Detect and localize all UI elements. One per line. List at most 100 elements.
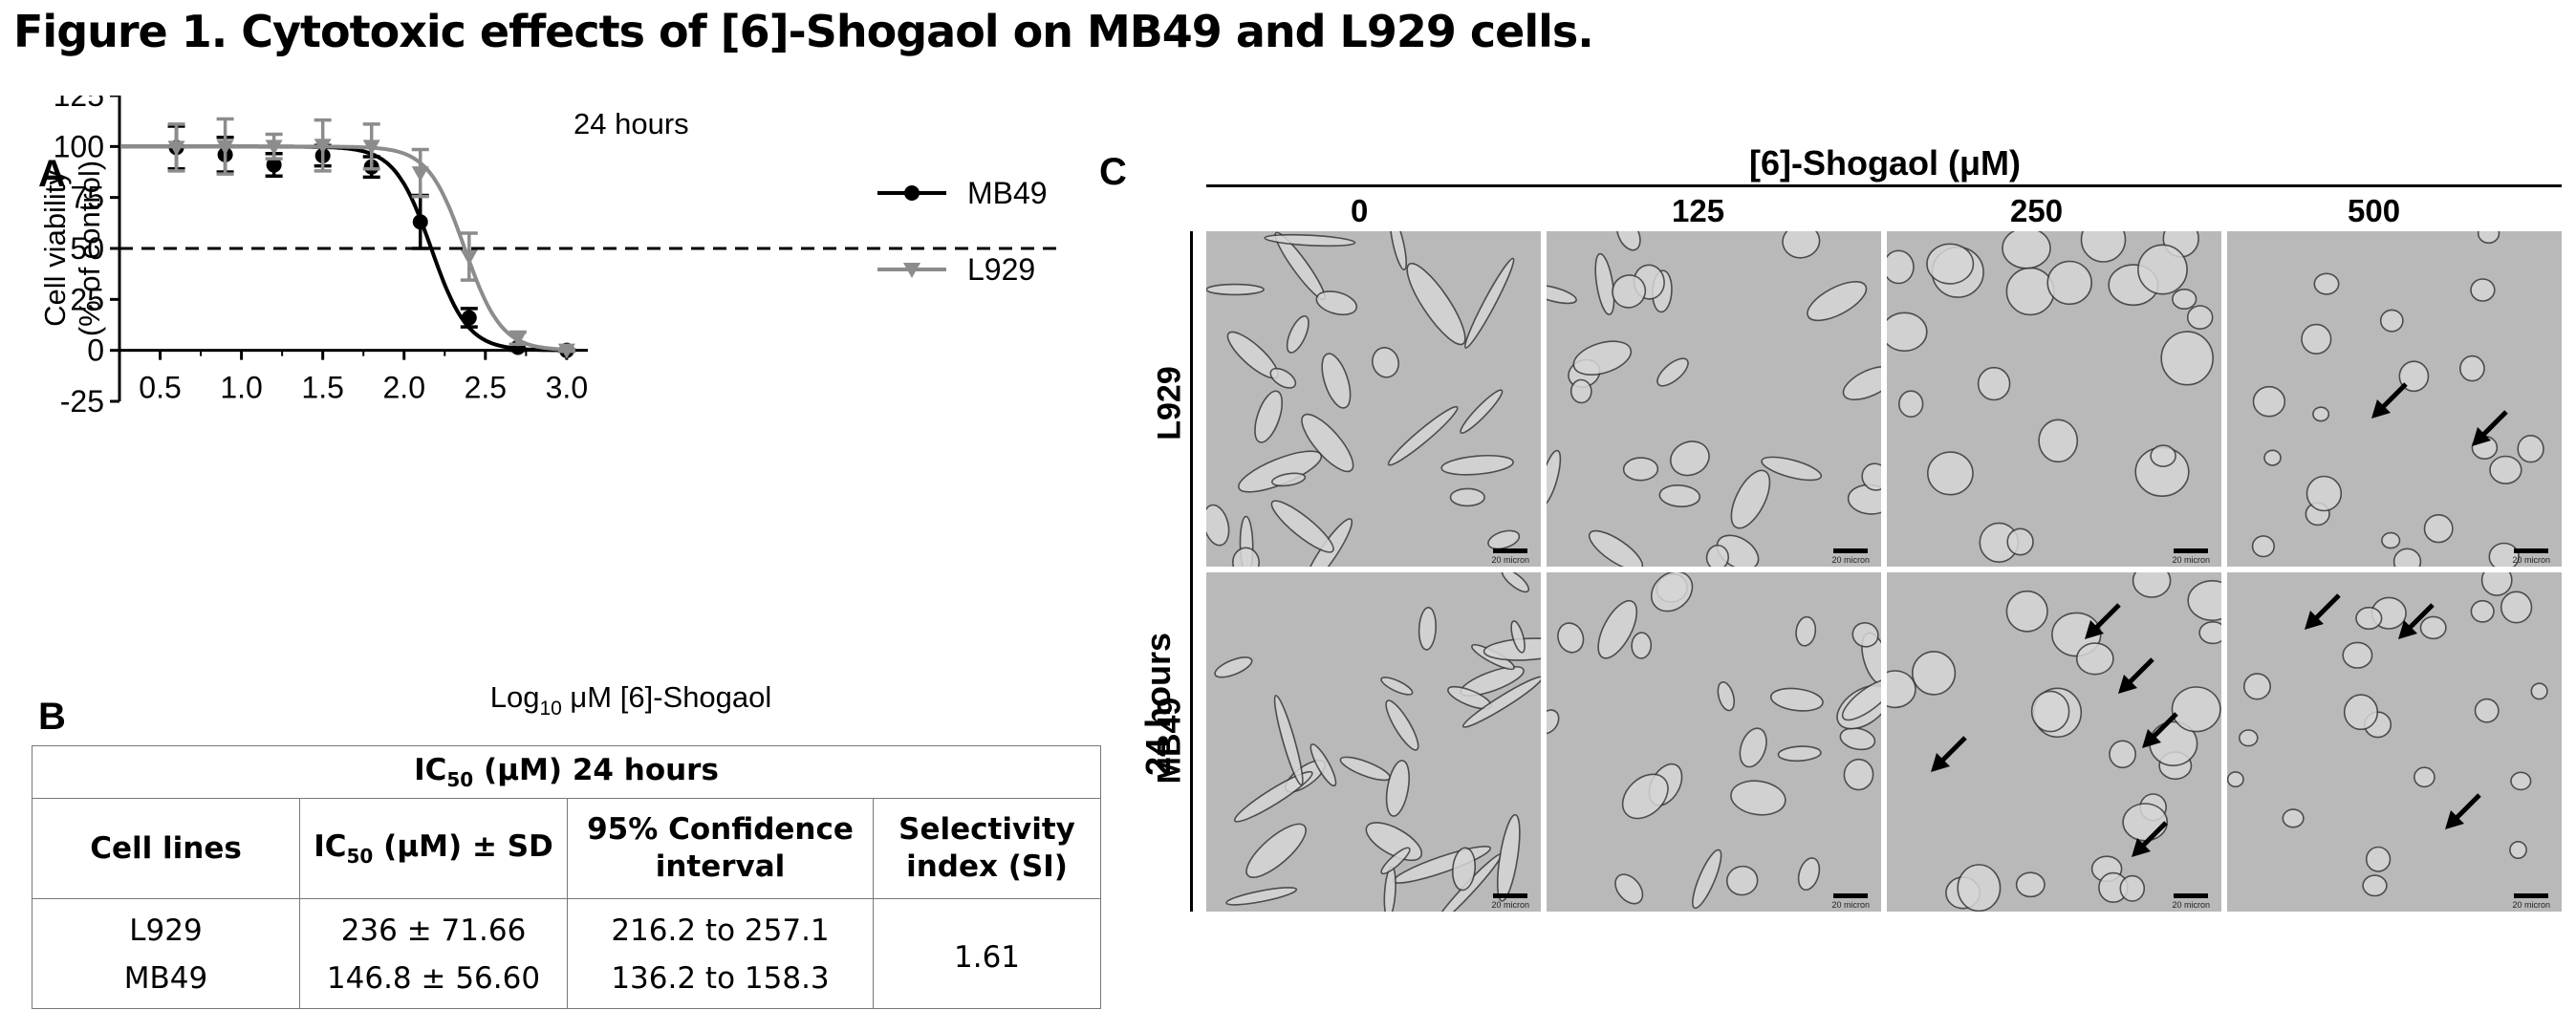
arrow-icon: [2445, 793, 2481, 830]
y-tick-label: 25: [70, 282, 104, 316]
selectivity-index-value: 1.61: [872, 898, 1102, 1009]
micrograph-cells: [1547, 572, 1881, 912]
scale-bar: [2514, 893, 2548, 898]
header-confidence-interval: 95% Confidence interval: [567, 798, 874, 899]
micrograph-mb49-0: 20 micron: [1206, 572, 1541, 912]
table-row: L929 236 ± 71.66 216.2 to 257.1 1.61: [32, 898, 1102, 1009]
micrograph-mb49-500: 20 micron: [2227, 572, 2562, 912]
confidence-interval-value: 216.2 to 257.1: [567, 898, 874, 955]
legend-marker-mb49: [904, 185, 920, 201]
x-tick-label: 2.5: [465, 371, 507, 405]
scale-bar-label: 20 micron: [1491, 900, 1529, 910]
scale-bar-label: 20 micron: [1831, 900, 1870, 910]
row-label-l929: L929: [1151, 366, 1188, 441]
data-point-l929: [167, 140, 185, 157]
micrograph-cells: [1887, 231, 2221, 567]
cell-line-name: L929: [32, 898, 300, 955]
arrow-icon: [2371, 382, 2408, 419]
ic50-value: 146.8 ± 56.60: [299, 955, 568, 1009]
micrograph-cells: [2227, 572, 2562, 912]
legend-marker-l929: [903, 263, 920, 278]
scale-bar: [1833, 893, 1868, 898]
compound-header: [6]-Shogaol (μM): [1749, 143, 2021, 183]
data-point-l929: [216, 140, 234, 156]
ic50-table-title: IC50 (μM) 24 hours: [31, 745, 1102, 799]
data-point-l929: [362, 140, 380, 156]
scale-bar: [2174, 893, 2208, 898]
row-group-bracket: [1190, 231, 1193, 912]
y-tick-label: 125: [54, 96, 104, 113]
table-row: MB49 146.8 ± 56.60 136.2 to 158.3: [32, 955, 1101, 1009]
x-tick-label: 1.0: [220, 371, 262, 405]
legend-label-l929: L929: [967, 252, 1035, 287]
arrow-icon: [2085, 603, 2121, 640]
ic50-table: IC50 (μM) 24 hours Cell lines IC50 (μM) …: [31, 745, 1102, 1009]
scale-bar-label: 20 micron: [2172, 900, 2210, 910]
micrograph-mb49-250: 20 micron: [1887, 572, 2221, 912]
scale-bar: [2174, 548, 2208, 553]
header-ic50: IC50 (μM) ± SD: [299, 798, 568, 899]
compound-header-rule: [1206, 184, 2562, 187]
data-point-l929: [557, 343, 575, 359]
row-label-mb49: MB49: [1151, 697, 1188, 784]
x-tick-label: 3.0: [546, 371, 588, 405]
x-tick-label: 0.5: [139, 371, 181, 405]
data-point-l929: [265, 140, 283, 156]
micrograph-mb49-125: 20 micron: [1547, 572, 1881, 912]
data-point-mb49: [412, 214, 428, 230]
scale-bar-label: 20 micron: [2512, 900, 2550, 910]
figure-title: Figure 1. Cytotoxic effects of [6]-Shoga…: [13, 6, 1594, 57]
y-tick-label: -25: [60, 384, 104, 419]
micrograph-cells: [2227, 231, 2562, 567]
micrograph-cells: [1206, 572, 1541, 912]
arrow-icon: [2118, 657, 2154, 695]
concentration-label: 250: [2010, 193, 2064, 228]
micrograph-l929-0: 20 micron: [1206, 231, 1541, 567]
micrograph-l929-500: 20 micron: [2227, 231, 2562, 567]
data-point-l929: [314, 139, 332, 155]
arrow-icon: [2472, 409, 2508, 446]
cell-line-name: MB49: [32, 955, 300, 1009]
data-point-l929: [411, 166, 429, 183]
header-cell-lines: Cell lines: [32, 798, 300, 899]
x-axis-label: Log10 μM [6]-Shogaol: [490, 680, 772, 720]
header-selectivity-index: Selectivity index (SI): [872, 798, 1102, 899]
arrow-icon: [2141, 712, 2178, 748]
y-tick-label: 0: [87, 333, 104, 368]
y-tick-label: 50: [70, 231, 104, 266]
concentration-label: 0: [1351, 193, 1369, 228]
micrograph-cells: [1887, 572, 2221, 912]
data-point-l929: [460, 249, 478, 266]
confidence-interval-value: 136.2 to 158.3: [567, 955, 874, 1009]
arrow-icon: [2398, 603, 2435, 640]
y-tick-label: 100: [54, 129, 104, 163]
concentration-label: 125: [1672, 193, 1725, 228]
scale-bar-label: 20 micron: [2512, 555, 2550, 565]
scale-bar: [1493, 548, 1527, 553]
panel-c-label: C: [1099, 151, 1127, 193]
micrograph-l929-125: 20 micron: [1547, 231, 1881, 567]
scale-bar-label: 20 micron: [1491, 555, 1529, 565]
ic50-value: 236 ± 71.66: [299, 898, 568, 955]
y-axis-label: (% of control): [73, 161, 106, 336]
concentration-label: 500: [2348, 193, 2401, 228]
data-point-mb49: [266, 157, 282, 173]
scale-bar: [1833, 548, 1868, 553]
scale-bar: [2514, 548, 2548, 553]
micrograph-grid: 20 micron 20 micron 20 micron 20 micron …: [1206, 231, 2562, 912]
y-axis-label: Cell viability: [38, 170, 72, 327]
scale-bar-label: 20 micron: [2172, 555, 2210, 565]
arrow-icon: [2305, 592, 2341, 630]
x-tick-label: 2.0: [383, 371, 425, 405]
dose-response-chart: -25 0 25 50 75 100 125 0.5 1.0 1.5 2.0 2.5 3.0 24 hou…: [38, 96, 1061, 720]
data-point-l929: [509, 331, 527, 347]
fit-curve-l929: [121, 144, 568, 352]
panel-b-label: B: [38, 696, 66, 738]
micrograph-l929-250: 20 micron: [1887, 231, 2221, 567]
legend-label-mb49: MB49: [967, 176, 1048, 210]
arrow-icon: [1931, 736, 1967, 772]
chart-title: 24 hours: [574, 107, 689, 140]
y-tick-label: 75: [70, 181, 104, 215]
micrograph-cells: [1206, 231, 1541, 567]
arrow-icon: [2132, 820, 2168, 857]
